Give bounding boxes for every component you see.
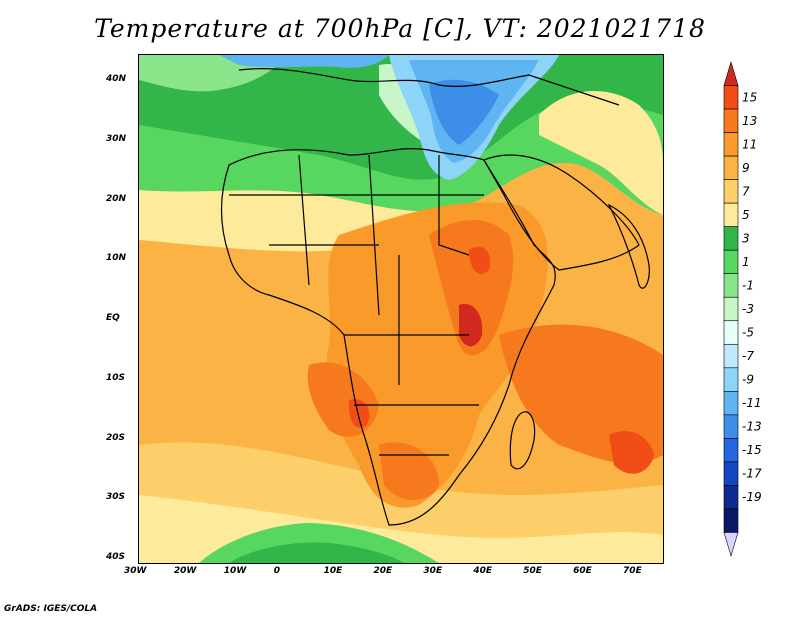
colorbar-swatch [724,227,738,251]
colorbar-label: -7 [742,349,754,363]
colorbar-swatch [724,438,738,462]
colorbar-swatch [724,368,738,392]
colorbar-bottom-cap [724,532,738,556]
colorbar-label: -9 [742,373,754,387]
colorbar-label: 11 [742,137,757,151]
credit-label: GrADS: IGES/COLA [4,604,97,614]
colorbar-swatch [724,180,738,204]
colorbar-label: -3 [742,302,754,316]
colorbar-label: -15 [742,443,762,457]
colorbar-swatch [724,156,738,180]
colorbar-label: 13 [742,114,757,128]
colorbar-label: -1 [742,278,754,292]
colorbar-label: -5 [742,326,754,340]
colorbar-label: 15 [742,90,757,104]
colorbar-swatch [724,133,738,157]
colorbar-swatch [724,321,738,345]
colorbar-label: 9 [742,161,750,175]
colorbar-swatch [724,509,738,533]
colorbar-label: -13 [742,420,762,434]
colorbar-label: 1 [742,255,750,269]
colorbar-swatch [724,203,738,227]
colorbar-label: 5 [742,208,750,222]
colorbar-label: 3 [742,231,750,245]
colorbar-swatch [724,462,738,486]
colorbar-label: -11 [742,396,762,410]
colorbar-swatch [724,415,738,439]
colorbar-swatch [724,274,738,298]
colorbar-swatch [724,250,738,274]
colorbar-swatch [724,109,738,133]
colorbar-swatch [724,297,738,321]
colorbar-top-cap [724,62,738,86]
colorbar-label: 7 [742,184,750,198]
colorbar-label: -19 [742,490,762,504]
colorbar-swatch [724,391,738,415]
colorbar-label: -17 [742,467,762,481]
colorbar-swatch [724,344,738,368]
colorbar-swatch [724,485,738,509]
colorbar-swatch [724,86,738,110]
